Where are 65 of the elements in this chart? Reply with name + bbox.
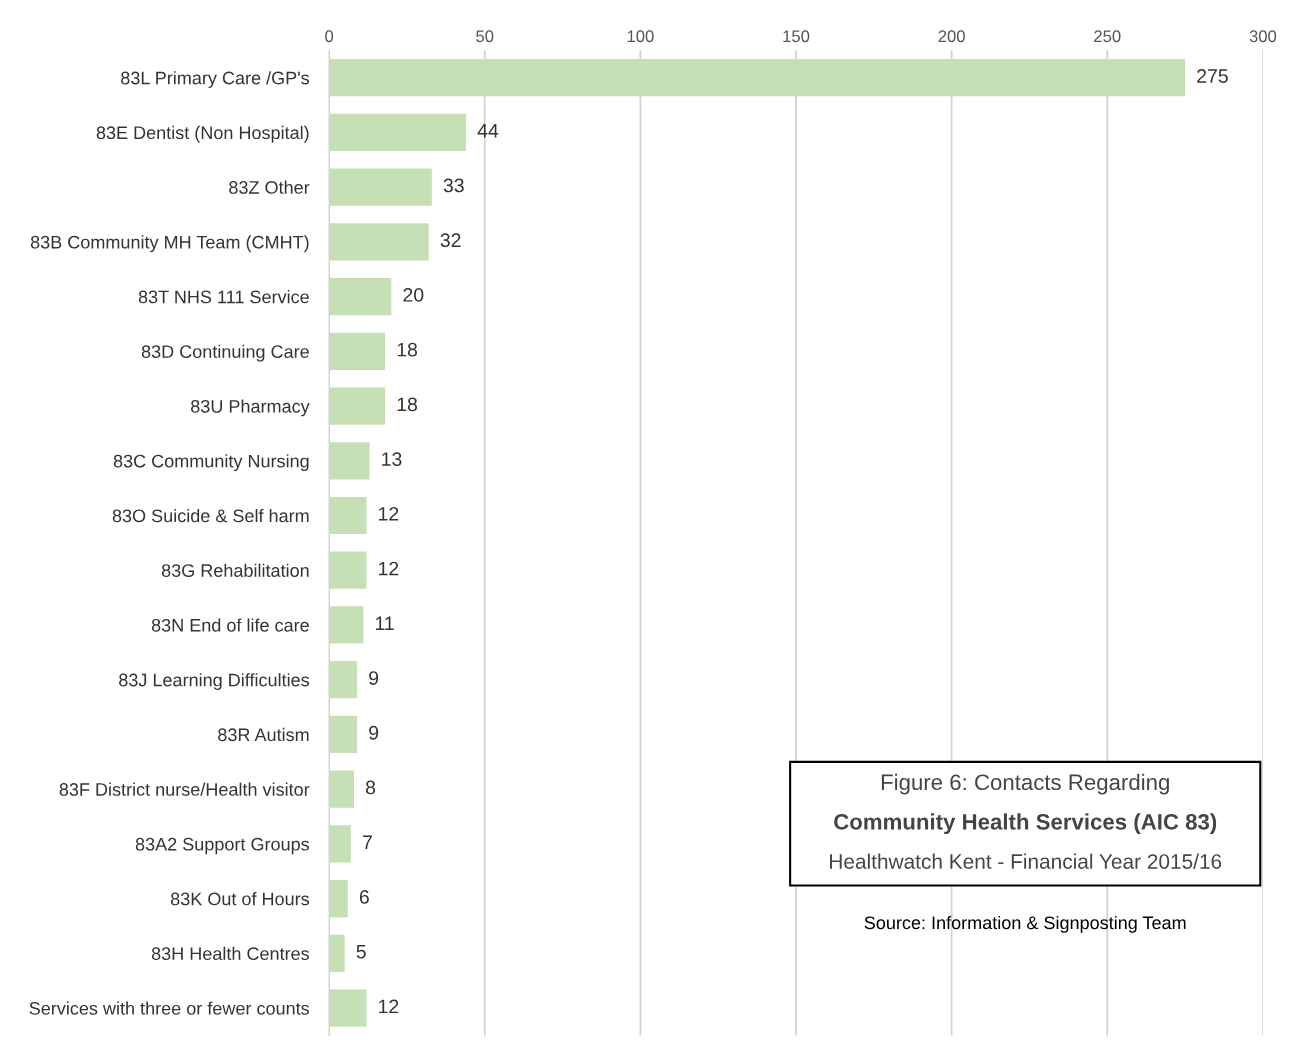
y-tick-label: 83L Primary Care /GP's [121,71,310,88]
text: Community Health Services (AIC 83) [834,813,1217,835]
x-tick-label: 0 [325,30,334,43]
bar [329,223,429,261]
data-label: 9 [369,671,379,685]
y-tick-label: 83A2 Support Groups [135,837,310,855]
x-tick-label: 50 [476,30,494,43]
x-tick-label: 150 [783,30,810,43]
bar [329,442,370,480]
data-label: 11 [375,616,394,630]
x-tick-label: 300 [1249,30,1277,43]
bar [329,661,358,699]
data-label: 33 [443,178,464,193]
y-tick-label: 83U Pharmacy [191,399,310,417]
data-label: 8 [365,780,376,795]
data-label: 7 [363,835,372,849]
x-tick-label: 250 [1094,30,1121,43]
bar [329,387,386,425]
y-tick-label: 83O Suicide & Self harm [112,508,309,523]
y-tick-label: Services with three or fewer counts [29,1001,310,1015]
data-label: 9 [369,725,379,740]
data-label: 12 [379,506,399,521]
bar [329,825,351,863]
bar [329,934,345,972]
y-tick-label: 83F District nurse/Health visitor [59,782,310,796]
data-label: 5 [356,944,366,959]
annotation: Source: Information & Signposting Team [864,915,1186,933]
text: Figure 6: Contacts Regarding [881,773,1169,795]
data-label: 20 [403,288,424,302]
bar [329,168,432,206]
data-label: 18 [397,397,418,412]
y-tick-label: 83G Rehabilitation [161,563,309,577]
bar [329,989,367,1027]
bar [329,551,367,589]
x-tick-label: 100 [627,30,654,43]
bar [329,496,367,535]
bar [329,277,392,316]
bar [329,715,358,754]
y-tick-label: 83J Learning Difficulties [119,673,310,690]
y-tick-label: 83C Community Nursing [113,454,309,472]
data-label: 18 [397,342,418,357]
y-tick-label: 83E Dentist (Non Hospital) [96,125,309,143]
data-label: 6 [359,890,369,904]
data-label: 44 [477,124,499,138]
data-label: 32 [440,233,461,248]
data-label: 12 [379,561,399,576]
y-tick-label: 83Z Other [229,180,310,194]
data-label: 275 [1197,69,1228,83]
y-tick-label: 83D Continuing Care [141,344,309,362]
bar [329,59,1186,97]
data-label: 13 [382,452,402,466]
y-tick-label: 83B Community MH Team (CMHT) [30,235,309,253]
y-tick-label: 83T NHS 111 Service [138,290,309,304]
bar [329,606,364,644]
bar [329,770,355,808]
annotation: Healthwatch Kent - Financial Year 2015/16 [830,853,1222,869]
y-tick-label: 83R Autism [218,727,309,742]
y-tick-label: 83H Health Centres [151,946,310,961]
bar [329,332,386,370]
y-tick-label: 83N End of life care [151,618,309,632]
bar [329,879,348,918]
data-label: 12 [379,999,399,1014]
y-tick-label: 83K Out of Hours [170,892,310,906]
x-tick-label: 200 [938,30,965,43]
bar [329,113,467,152]
